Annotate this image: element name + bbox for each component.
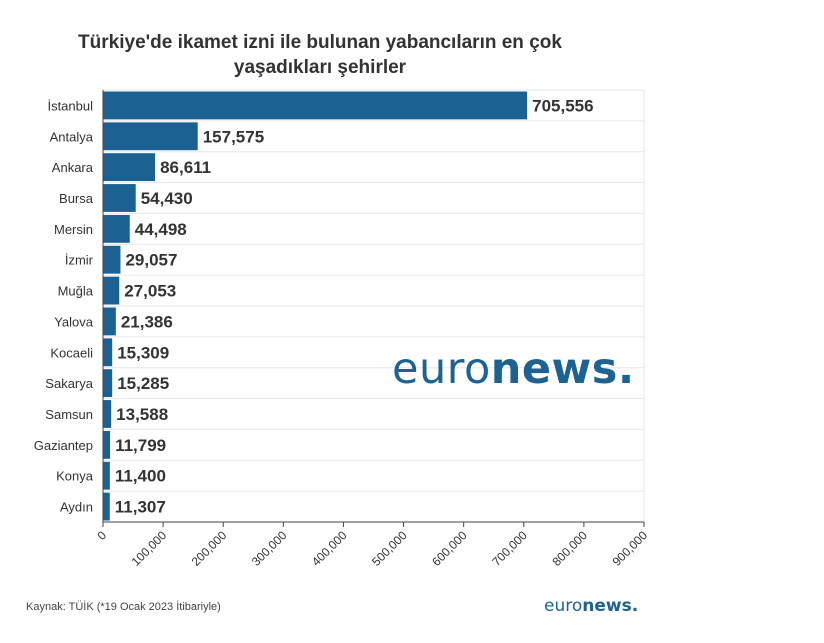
euronews-watermark-logo: euronews. [392, 344, 635, 394]
footer-logo-euro: euro [544, 596, 583, 616]
category-label: Yalova [54, 314, 94, 329]
x-tick-label: 100,000 [129, 528, 170, 569]
bar [103, 400, 112, 428]
watermark-news: news. [490, 344, 635, 394]
bar-value-label: 44,498 [135, 220, 187, 239]
source-note: Kaynak: TÜİK (*19 Ocak 2023 İtibariyle) [26, 601, 221, 613]
bar-value-label: 15,285 [117, 374, 169, 393]
bar [103, 307, 116, 336]
bar [103, 122, 198, 151]
bar-value-label: 86,611 [160, 158, 211, 177]
category-label: Bursa [59, 191, 94, 206]
bar-value-label: 15,309 [117, 343, 169, 362]
bar [103, 430, 111, 459]
category-label: Muğla [58, 284, 94, 299]
category-label: Kocaeli [50, 345, 93, 360]
chart-title: Türkiye'de ikamet izni ile bulunan yaban… [78, 32, 562, 78]
x-tick-label: 900,000 [610, 528, 651, 569]
footer-logo-news: news. [582, 596, 639, 616]
x-tick-label: 700,000 [489, 528, 530, 569]
bar [103, 184, 136, 212]
category-label: İzmir [65, 253, 94, 268]
bar-value-label: 54,430 [141, 189, 193, 208]
bar [103, 214, 130, 243]
category-label: Samsun [45, 407, 93, 422]
watermark-euro: euro [392, 344, 491, 394]
x-tick-label: 800,000 [549, 528, 590, 569]
bar-value-label: 27,053 [124, 282, 176, 301]
bar-value-label: 11,307 [115, 498, 166, 517]
bar [103, 245, 121, 274]
category-label: Gaziantep [34, 438, 93, 453]
x-tick-label: 500,000 [369, 528, 410, 569]
bar [103, 492, 110, 521]
bar-value-label: 11,799 [115, 436, 166, 455]
bar [103, 153, 156, 182]
bar [103, 461, 110, 490]
bar [103, 369, 113, 398]
bar-value-label: 11,400 [115, 467, 166, 486]
bar-value-label: 157,575 [203, 127, 264, 146]
category-label: Ankara [52, 160, 94, 175]
category-label: Konya [56, 469, 94, 484]
category-label: Aydın [60, 500, 93, 515]
x-tick-label: 300,000 [249, 528, 290, 569]
x-tick-label: 600,000 [429, 528, 470, 569]
category-label: Mersin [54, 222, 93, 237]
bar [103, 276, 120, 305]
bar-value-label: 13,588 [116, 405, 168, 424]
bar-value-label: 21,386 [121, 312, 173, 331]
category-label: Sakarya [45, 376, 93, 391]
x-tick-label: 0 [94, 528, 109, 543]
bar-value-label: 705,556 [532, 96, 593, 115]
category-label: İstanbul [47, 98, 93, 113]
x-tick-label: 400,000 [309, 528, 350, 569]
bar [103, 91, 528, 120]
bar [103, 338, 113, 367]
x-tick-label: 200,000 [189, 528, 230, 569]
bar-value-label: 29,057 [125, 251, 177, 270]
euronews-footer-logo: euronews. [544, 596, 638, 616]
category-label: Antalya [50, 129, 94, 144]
